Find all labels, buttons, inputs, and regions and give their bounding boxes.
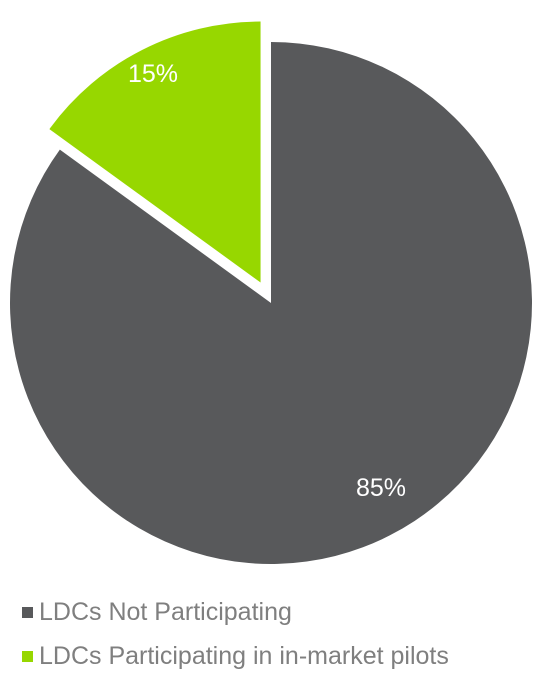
legend-label-participating: LDCs Participating in in-market pilots [39,641,449,670]
legend-item-participating: LDCs Participating in in-market pilots [22,638,449,674]
legend-swatch-participating [22,650,33,662]
slices-layer [9,21,532,565]
slice-label-participating: 15% [128,60,178,88]
legend: LDCs Not Participating LDCs Participatin… [22,594,449,682]
legend-label-not-participating: LDCs Not Participating [39,597,292,626]
labels-layer: 85% 15% [128,60,406,502]
legend-swatch-not-participating [22,606,33,618]
legend-item-not-participating: LDCs Not Participating [22,594,449,630]
slice-label-not-participating: 85% [356,474,406,502]
slice-not-participating [9,42,532,565]
slice-participating [49,21,261,283]
